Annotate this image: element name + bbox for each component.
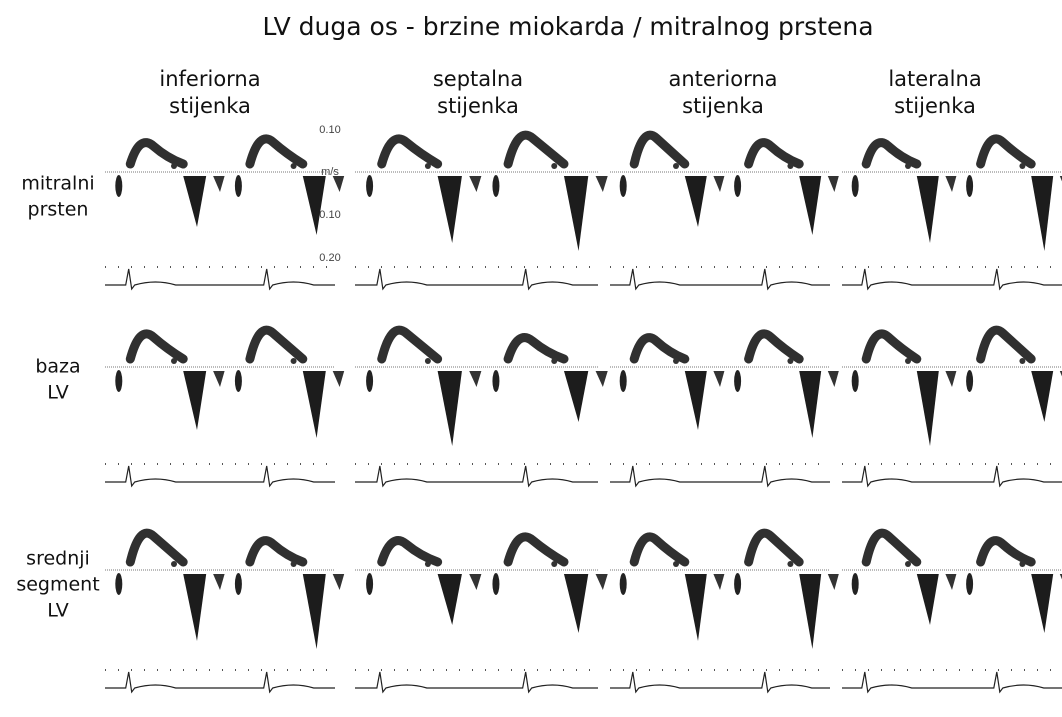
scale-label: 0.10 <box>319 209 340 221</box>
figure-title: LV duga os - brzine miokarda / mitralnog… <box>262 12 873 41</box>
ivc-wave <box>366 175 373 197</box>
ivc-wave <box>115 370 122 392</box>
ivc-wave <box>620 370 627 392</box>
ivc-wave <box>852 573 859 595</box>
scale-label: 0.20 <box>319 252 340 264</box>
row-label: LV <box>47 382 69 404</box>
artifact <box>673 358 679 364</box>
ivc-wave <box>620 573 627 595</box>
artifact <box>1019 358 1025 364</box>
column-header: stijenka <box>169 94 251 118</box>
column-header: stijenka <box>682 94 764 118</box>
ivc-wave <box>366 573 373 595</box>
artifact <box>673 561 679 567</box>
artifact <box>1019 561 1025 567</box>
artifact <box>673 163 679 169</box>
artifact <box>1019 163 1025 169</box>
column-header: septalna <box>433 67 523 91</box>
ivc-wave <box>115 573 122 595</box>
row-label: LV <box>47 600 69 622</box>
column-header: anteriorna <box>668 67 777 91</box>
column-header: inferiorna <box>159 67 260 91</box>
ivc-wave <box>966 573 973 595</box>
artifact <box>905 358 911 364</box>
ivc-wave <box>734 573 741 595</box>
ivc-wave <box>366 370 373 392</box>
scale-label: 0.10 <box>319 124 340 136</box>
ivc-wave <box>235 370 242 392</box>
ivc-wave <box>492 175 499 197</box>
row-label: srednji <box>26 548 90 570</box>
artifact <box>291 163 297 169</box>
artifact <box>787 358 793 364</box>
artifact <box>551 358 557 364</box>
ivc-wave <box>235 573 242 595</box>
ivc-wave <box>734 175 741 197</box>
ivc-wave <box>115 175 122 197</box>
artifact <box>787 561 793 567</box>
ivc-wave <box>620 175 627 197</box>
artifact <box>291 358 297 364</box>
column-header: lateralna <box>888 67 981 91</box>
ivc-wave <box>734 370 741 392</box>
ivc-wave <box>235 175 242 197</box>
row-label: prsten <box>28 199 89 221</box>
ivc-wave <box>492 370 499 392</box>
artifact <box>551 163 557 169</box>
ivc-wave <box>852 370 859 392</box>
artifact <box>171 358 177 364</box>
artifact <box>291 561 297 567</box>
column-header: stijenka <box>894 94 976 118</box>
row-label: segment <box>16 574 99 596</box>
artifact <box>425 163 431 169</box>
artifact <box>551 561 557 567</box>
row-label: baza <box>35 356 80 378</box>
ivc-wave <box>492 573 499 595</box>
column-header: stijenka <box>437 94 519 118</box>
artifact <box>905 561 911 567</box>
figure: LV duga os - brzine miokarda / mitralnog… <box>0 0 1062 717</box>
ivc-wave <box>966 370 973 392</box>
ivc-wave <box>852 175 859 197</box>
artifact <box>787 163 793 169</box>
artifact <box>425 358 431 364</box>
artifact <box>425 561 431 567</box>
row-label: mitralni <box>21 173 94 195</box>
artifact <box>171 561 177 567</box>
artifact <box>171 163 177 169</box>
ivc-wave <box>966 175 973 197</box>
artifact <box>905 163 911 169</box>
